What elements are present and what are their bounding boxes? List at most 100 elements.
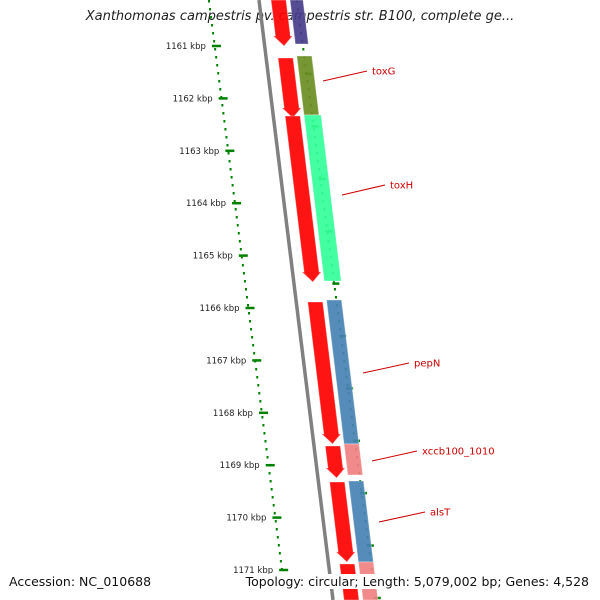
ruler-tick-label: 1166 kbp	[199, 304, 239, 314]
ruler-tick-label: 1171 kbp	[233, 566, 273, 576]
gene-label: toxG	[372, 67, 395, 78]
gene-bar-top-outline	[289, 0, 309, 45]
ruler-dot	[208, 0, 210, 3]
cds-arrow-outline	[307, 301, 342, 445]
ruler-dot	[276, 536, 279, 539]
outer-dot	[302, 48, 305, 51]
gene-label-leader	[371, 450, 418, 462]
ruler-dot	[279, 560, 282, 563]
ruler-dot	[226, 144, 229, 147]
feature-track	[270, 0, 379, 600]
ruler-dot	[256, 376, 259, 379]
ruler-dot	[258, 392, 261, 395]
outer-dot	[332, 280, 335, 283]
gene-label: pepN	[414, 359, 440, 370]
ruler-dot	[250, 328, 253, 331]
ruler-dot	[221, 104, 224, 107]
gene-label: alsT	[430, 508, 451, 519]
ruler-dot	[223, 120, 226, 123]
ruler-dot	[233, 200, 236, 203]
ruler-dot	[210, 16, 213, 19]
ruler-dot	[274, 520, 277, 523]
ruler-tick-label: 1163 kbp	[179, 147, 219, 157]
cds-arrow	[271, 0, 293, 46]
ruler-dot	[270, 488, 273, 491]
ruler-dot	[242, 272, 245, 275]
ruler-dot	[245, 296, 248, 299]
ruler-dot	[230, 176, 233, 179]
cds-arrow	[285, 116, 322, 282]
ruler-tick-label: 1162 kbp	[173, 94, 213, 104]
ruler-dot	[241, 264, 244, 267]
ruler-dot	[253, 352, 256, 355]
ruler-dot	[273, 512, 276, 515]
gene-bar-xccb100_1010-outline	[343, 443, 364, 476]
ruler-dot	[277, 544, 280, 547]
gene-labels: toxG toxH pepN xccb100_1010 alsT	[322, 67, 495, 523]
gene-bar-pepN	[326, 300, 360, 444]
ruler-dot	[257, 384, 260, 387]
gene-bar-xccb100_1010	[344, 444, 363, 475]
outer-dot	[334, 296, 337, 299]
cds-arrow-outline	[277, 57, 303, 119]
gene-bar-toxG	[296, 56, 319, 115]
gene-label: toxH	[390, 181, 413, 192]
gene-bar-top	[290, 0, 309, 44]
outer-dot	[333, 288, 336, 291]
ruler-dot	[237, 232, 240, 235]
ruler-dot	[214, 48, 217, 51]
ruler-dot	[231, 184, 234, 187]
gene-label-leader	[341, 184, 386, 196]
ruler-dot	[218, 80, 221, 83]
ruler-dot	[244, 288, 247, 291]
ruler-tick-label: 1169 kbp	[220, 461, 260, 471]
ruler-tick-label: 1161 kbp	[166, 42, 206, 52]
gene-label: xccb100_1010	[422, 447, 495, 458]
ruler-dot	[239, 248, 242, 251]
cds-arrow-outline	[270, 0, 294, 47]
gene-label-leader	[378, 511, 426, 523]
ruler-dot	[227, 152, 230, 155]
ruler-dotted-line	[208, 0, 285, 587]
ruler-dot	[222, 112, 225, 115]
ruler-dot	[236, 224, 239, 227]
ruler-dot	[262, 424, 265, 427]
ruler-dot	[272, 504, 275, 507]
ruler-dot	[275, 528, 278, 531]
ruler-dot	[268, 472, 271, 475]
ruler-dot	[225, 136, 228, 139]
ruler-dot	[269, 480, 272, 483]
ruler-dot	[260, 408, 263, 411]
ruler-dot	[213, 40, 216, 43]
ruler-tick-label: 1165 kbp	[193, 252, 233, 262]
ruler-tick-label: 1168 kbp	[213, 409, 253, 419]
ruler-dot	[217, 72, 220, 75]
ruler-tick-label: 1164 kbp	[186, 199, 226, 209]
ruler-dot	[266, 456, 269, 459]
ruler-dot	[255, 368, 258, 371]
ruler-dot	[229, 168, 232, 171]
ruler-dot	[251, 336, 254, 339]
ruler-dot	[211, 24, 214, 27]
ruler-dot	[215, 56, 218, 59]
ruler-dot	[248, 312, 251, 315]
cds-arrow	[329, 482, 356, 562]
ruler-dot	[232, 192, 235, 195]
cds-arrow-outline	[284, 115, 323, 283]
ruler-dot	[228, 160, 231, 163]
ruler-dot	[219, 88, 222, 91]
cds-arrow	[307, 302, 341, 444]
cds-arrow	[325, 446, 345, 478]
ruler-dot	[264, 440, 267, 443]
ruler-dot	[265, 448, 268, 451]
gene-bar-toxH-outline	[303, 114, 342, 282]
cds-arrow-outline	[329, 481, 357, 563]
ruler-dot	[235, 216, 238, 219]
ruler-dot	[243, 280, 246, 283]
ruler-dot	[209, 8, 212, 11]
ruler-dot	[259, 400, 262, 403]
cds-arrow-outline	[324, 445, 347, 479]
ruler-dot	[240, 256, 243, 259]
ruler-dot	[234, 208, 237, 211]
